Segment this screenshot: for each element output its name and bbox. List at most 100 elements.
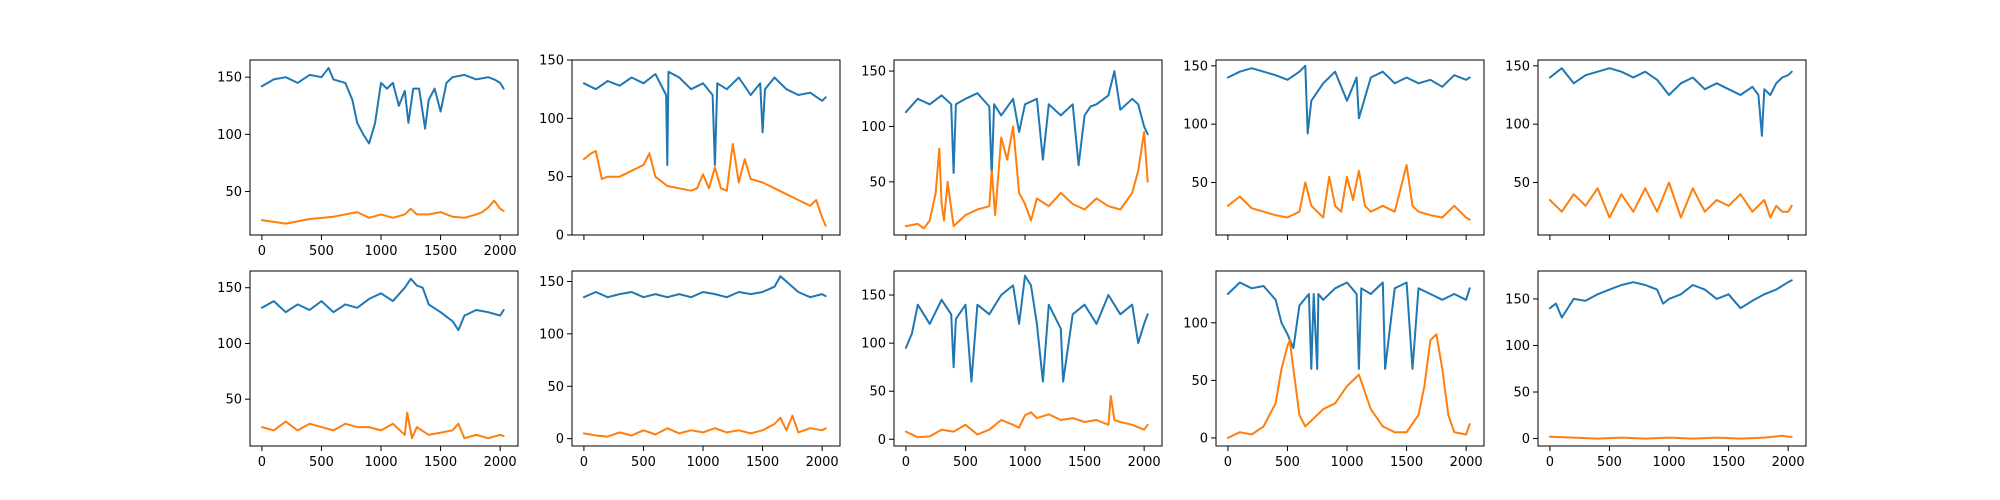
series-line-1 — [1226, 281, 1471, 370]
subplot-10: 0 500 1000 1500 2000 0 50 100 150 — [1505, 270, 1807, 470]
subplot-9: 0 500 1000 1500 2000 0 50 100 — [1183, 270, 1485, 470]
subplot-5: 50 100 150 — [1505, 59, 1807, 240]
y-tick-label: 50 — [1513, 386, 1530, 401]
y-tick-label: 50 — [225, 185, 242, 200]
x-tick-label: 1000 — [1652, 455, 1685, 470]
axes-frame — [249, 270, 519, 447]
series-line-1 — [260, 277, 505, 332]
subplot-6: 0 500 1000 1500 2000 50 100 150 — [217, 270, 519, 470]
series-line-2 — [1226, 333, 1471, 439]
x-tick-label: 1500 — [1390, 455, 1423, 470]
series-line-1 — [904, 274, 1149, 383]
x-tick-label: 2000 — [806, 455, 839, 470]
subplot-3: 50 100 150 — [861, 59, 1163, 240]
x-tick-label: 1500 — [1068, 455, 1101, 470]
x-tick-label: 0 — [580, 455, 588, 470]
series-line-1 — [260, 67, 505, 145]
x-tick-label: 0 — [902, 455, 910, 470]
y-tick-label: 50 — [1513, 176, 1530, 191]
y-tick-label: 50 — [225, 393, 242, 408]
series-line-2 — [1226, 164, 1471, 221]
series-line-1 — [904, 70, 1149, 178]
y-tick-label: 100 — [861, 337, 886, 352]
y-tick-label: 0 — [1200, 431, 1208, 446]
series-line-2 — [582, 414, 827, 438]
series-line-2 — [1548, 434, 1793, 440]
x-tick-label: 1000 — [364, 244, 397, 259]
series-line-1 — [1226, 64, 1471, 135]
y-tick-label: 0 — [1522, 432, 1530, 447]
axes-frame — [1215, 270, 1485, 447]
x-tick-label: 1000 — [364, 455, 397, 470]
x-tick-label: 500 — [309, 244, 334, 259]
series-line-2 — [582, 143, 827, 227]
axes-frame — [571, 270, 841, 447]
y-tick-label: 100 — [217, 337, 242, 352]
y-tick-label: 150 — [861, 289, 886, 304]
y-tick-label: 0 — [556, 229, 564, 244]
y-tick-label: 50 — [869, 175, 886, 190]
series-line-2 — [260, 199, 505, 225]
y-tick-label: 100 — [1183, 316, 1208, 331]
x-tick-label: 0 — [1546, 455, 1554, 470]
y-tick-label: 50 — [1191, 374, 1208, 389]
axes-frame — [893, 59, 1163, 236]
y-tick-label: 150 — [539, 54, 564, 69]
y-tick-label: 50 — [547, 170, 564, 185]
y-tick-label: 150 — [1505, 292, 1530, 307]
subplot-4: 50 100 150 — [1183, 59, 1485, 240]
axes-frame — [249, 59, 519, 236]
series-line-2 — [904, 395, 1149, 439]
y-tick-label: 50 — [1191, 176, 1208, 191]
y-tick-label: 100 — [539, 112, 564, 127]
axes-frame — [571, 59, 841, 236]
y-tick-label: 100 — [1183, 118, 1208, 133]
subplot-8: 0 500 1000 1500 2000 0 50 100 150 — [861, 270, 1163, 470]
x-tick-label: 1500 — [424, 244, 457, 259]
series-line-1 — [1548, 279, 1793, 319]
x-tick-label: 500 — [953, 455, 978, 470]
axes-frame — [1537, 270, 1807, 447]
y-tick-label: 150 — [539, 275, 564, 290]
x-tick-label: 1000 — [1008, 455, 1041, 470]
y-tick-label: 100 — [1505, 339, 1530, 354]
y-tick-label: 100 — [217, 128, 242, 143]
y-tick-label: 0 — [878, 433, 886, 448]
x-tick-label: 2000 — [484, 455, 517, 470]
x-tick-label: 2000 — [1772, 455, 1805, 470]
y-tick-label: 150 — [1183, 59, 1208, 74]
x-tick-label: 2000 — [1450, 455, 1483, 470]
y-tick-label: 100 — [1505, 118, 1530, 133]
subplot-2: 0 50 100 150 — [539, 54, 841, 244]
x-tick-label: 1500 — [424, 455, 457, 470]
y-tick-label: 0 — [556, 432, 564, 447]
series-line-1 — [1548, 67, 1793, 137]
series-line-1 — [582, 275, 827, 299]
axes-frame — [1215, 59, 1485, 236]
x-tick-label: 1000 — [686, 455, 719, 470]
x-tick-label: 500 — [1275, 455, 1300, 470]
series-line-2 — [260, 411, 505, 440]
x-tick-label: 0 — [258, 455, 266, 470]
x-tick-label: 0 — [1224, 455, 1232, 470]
series-line-1 — [582, 70, 827, 166]
x-tick-label: 500 — [309, 455, 334, 470]
x-tick-label: 2000 — [1128, 455, 1161, 470]
y-tick-label: 150 — [217, 71, 242, 86]
series-line-2 — [1548, 181, 1793, 219]
y-tick-label: 50 — [869, 385, 886, 400]
x-tick-label: 0 — [258, 244, 266, 259]
y-tick-label: 100 — [861, 120, 886, 135]
y-tick-label: 150 — [1505, 59, 1530, 74]
x-tick-label: 2000 — [484, 244, 517, 259]
subplot-7: 0 500 1000 1500 2000 0 50 100 150 — [539, 270, 841, 470]
x-tick-label: 500 — [1597, 455, 1622, 470]
axes-frame — [1537, 59, 1807, 236]
axes-frame — [893, 270, 1163, 447]
subplot-1: 0 500 1000 1500 2000 50 100 150 — [217, 59, 519, 259]
series-line-2 — [904, 125, 1149, 230]
y-tick-label: 50 — [547, 380, 564, 395]
y-tick-label: 150 — [861, 65, 886, 80]
x-tick-label: 1500 — [1712, 455, 1745, 470]
